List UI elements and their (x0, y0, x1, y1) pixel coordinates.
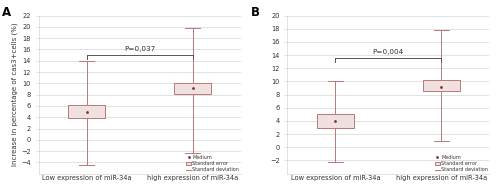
Legend: Medium, Standard error, Standard deviation: Medium, Standard error, Standard deviati… (186, 154, 240, 173)
Bar (174, 83, 211, 93)
Text: A: A (2, 6, 12, 19)
Text: P=0,004: P=0,004 (372, 49, 404, 55)
Legend: Medium, Standard error, Standard deviation: Medium, Standard error, Standard deviati… (434, 154, 488, 173)
Bar (317, 114, 354, 128)
Y-axis label: Increase in percentage of cas3+cells (%): Increase in percentage of cas3+cells (%) (12, 23, 18, 166)
Bar (423, 80, 460, 91)
Text: B: B (251, 6, 260, 19)
Bar (68, 105, 105, 118)
Text: P=0,037: P=0,037 (124, 46, 156, 52)
